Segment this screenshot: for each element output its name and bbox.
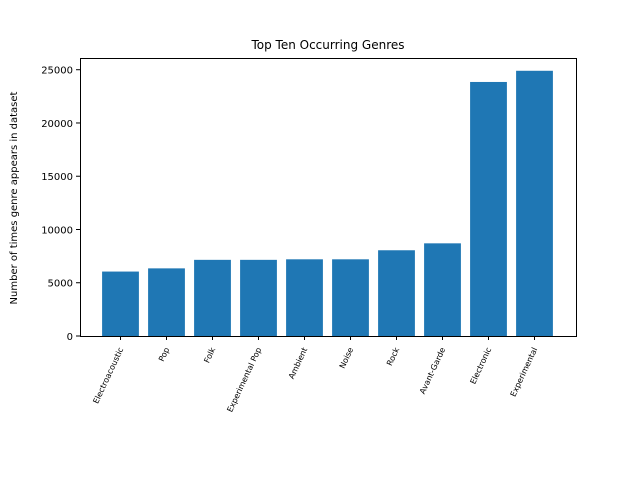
y-tick-label: 5000 xyxy=(48,279,73,290)
x-tick-label: Electroacoustic xyxy=(91,346,125,405)
x-tick-label: Electronic xyxy=(468,346,493,386)
x-ticks-group: Electroacoustic Pop Folk Experimental Pop Am… xyxy=(91,336,539,414)
bar-pop xyxy=(148,268,185,336)
x-tick-label: Folk xyxy=(202,346,217,365)
bar-experimental xyxy=(516,70,553,336)
x-tick-label: Ambient xyxy=(287,346,309,380)
x-tick-label: Experimental xyxy=(509,346,540,398)
bar-experimental-pop xyxy=(240,259,277,336)
x-tick-label: Rock xyxy=(385,346,401,367)
bar-folk xyxy=(194,259,231,336)
chart-title: Top Ten Occurring Genres xyxy=(250,38,404,52)
x-tick-label: Pop xyxy=(157,346,171,363)
x-tick-label: Noise xyxy=(338,346,356,370)
y-tick-label: 20000 xyxy=(41,119,73,130)
y-tick-label: 25000 xyxy=(41,66,73,77)
x-tick-label: Avant-Garde xyxy=(418,346,447,395)
y-ticks-group: 0 5000 10000 15000 20000 25000 xyxy=(41,66,80,343)
y-tick-label: 15000 xyxy=(41,172,73,183)
y-axis-label: Number of times genre appears in dataset xyxy=(9,91,20,304)
y-tick-label: 0 xyxy=(67,332,73,343)
bar-electroacoustic xyxy=(102,271,139,336)
bar-noise xyxy=(332,259,369,336)
bar-electronic xyxy=(470,81,507,336)
bar-ambient xyxy=(286,259,323,336)
bars-group xyxy=(102,70,553,336)
y-tick-label: 10000 xyxy=(41,225,73,236)
x-tick-label: Experimental Pop xyxy=(225,346,263,414)
bar-avant-garde xyxy=(424,243,461,336)
plot-frame xyxy=(80,58,577,337)
bar-rock xyxy=(378,250,415,336)
